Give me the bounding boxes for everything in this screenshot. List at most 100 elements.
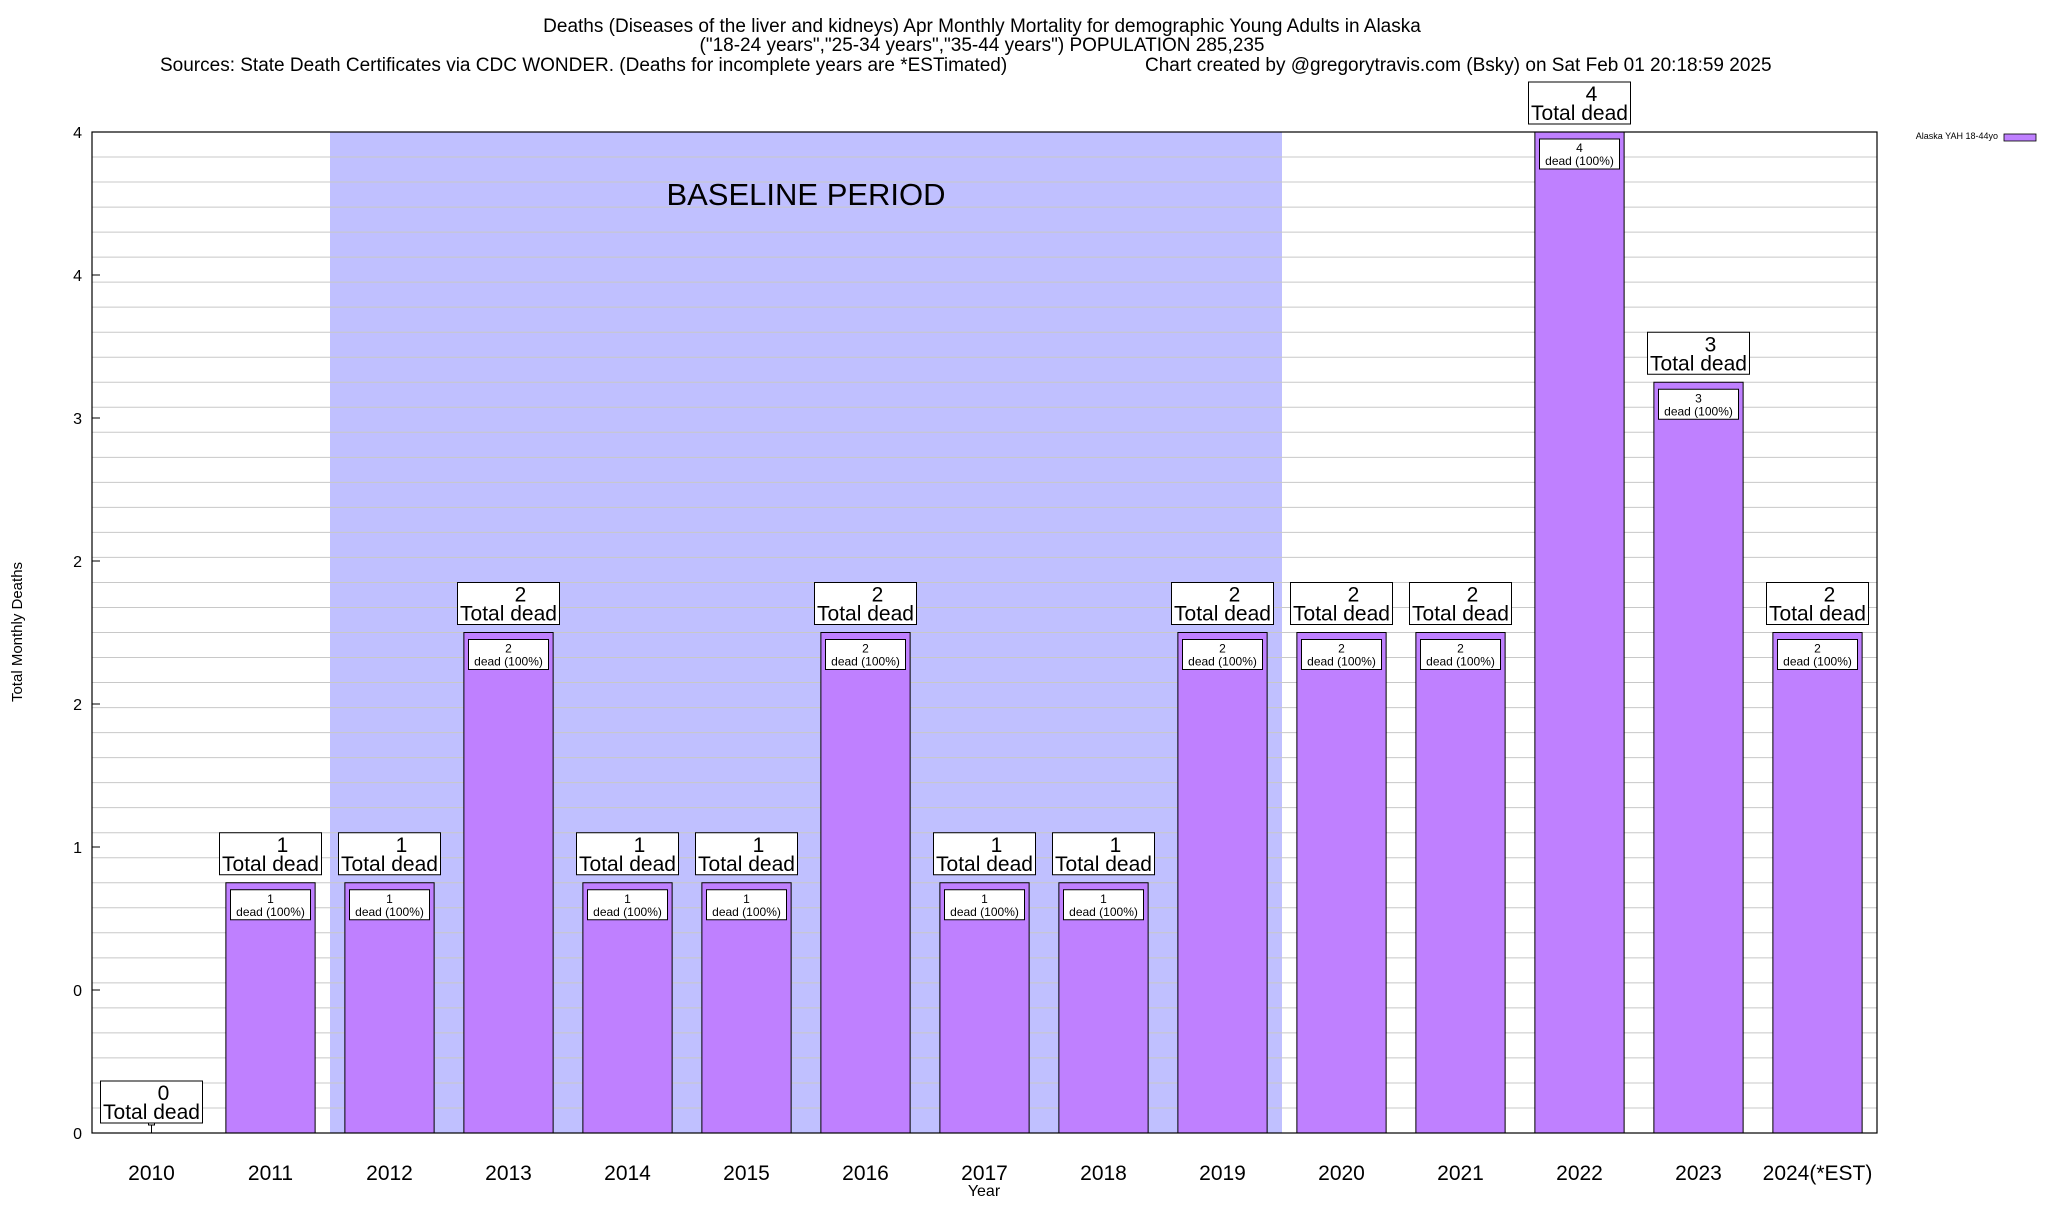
bar: [463, 632, 554, 1134]
inner-label-box: [1182, 639, 1263, 670]
inner-label-value: 2: [1219, 642, 1226, 656]
x-tick-label: 2021: [1437, 1162, 1484, 1185]
y-tick-label: 1: [73, 840, 82, 857]
inner-label-box: [1301, 639, 1382, 670]
total-label-text: Total dead: [1293, 603, 1390, 626]
bar: [1177, 632, 1268, 1134]
total-label-box: [1290, 582, 1393, 625]
x-tick-label: 2018: [1080, 1162, 1127, 1185]
x-tick-label: 2019: [1199, 1162, 1246, 1185]
total-label-box: [933, 832, 1036, 876]
y-tick-label: 0: [73, 1126, 82, 1143]
bar: [1296, 632, 1387, 1134]
bar: [582, 882, 673, 1134]
x-axis-label: Year: [968, 1183, 1001, 1200]
total-label-box: [576, 832, 679, 876]
total-label-text: Total dead: [222, 853, 319, 876]
inner-label-text: dead (100%): [355, 905, 424, 919]
inner-label-text: dead (100%): [236, 905, 305, 919]
chart-title-line-1: Deaths (Diseases of the liver and kidney…: [543, 16, 1421, 37]
chart-credit: Chart created by @gregorytravis.com (Bsk…: [1145, 55, 1772, 76]
bar: [701, 882, 792, 1134]
bar: [1058, 882, 1149, 1134]
y-tick-label: 4: [73, 125, 82, 142]
total-label-text: Total dead: [1055, 853, 1152, 876]
total-label-value: 1: [1110, 834, 1122, 857]
bar: [1534, 131, 1625, 1134]
x-tick-label: 2012: [366, 1162, 413, 1185]
y-tick-label: 2: [73, 697, 82, 714]
total-label-box: [1647, 331, 1750, 375]
total-label-value: 2: [1824, 584, 1836, 607]
total-label-text: Total dead: [698, 853, 795, 876]
total-label-value: 3: [1705, 333, 1717, 356]
inner-label-text: dead (100%): [593, 905, 662, 919]
inner-label-box: [1420, 639, 1501, 670]
x-tick-label: 2015: [723, 1162, 770, 1185]
total-label-value: 2: [1467, 584, 1479, 607]
x-tick-label: 2011: [248, 1162, 293, 1185]
x-tick-label: 2023: [1675, 1162, 1722, 1185]
total-label-box: [338, 832, 441, 876]
total-label-box: [1528, 81, 1631, 125]
inner-label-text: dead (100%): [1188, 655, 1257, 669]
total-label-box: [1409, 582, 1512, 625]
x-tick-label: 2013: [485, 1162, 532, 1185]
inner-label-value: 1: [743, 892, 750, 906]
total-label-value: 4: [1586, 83, 1598, 106]
x-tick-label: 2014: [604, 1162, 651, 1185]
total-label-text: Total dead: [1769, 603, 1866, 626]
chart-sources: Sources: State Death Certificates via CD…: [160, 55, 1007, 76]
inner-label-text: dead (100%): [1664, 404, 1733, 418]
y-tick-label: 4: [73, 268, 82, 285]
inner-label-box: [1658, 388, 1739, 420]
inner-label-text: dead (100%): [1783, 655, 1852, 669]
total-label-box: [695, 832, 798, 876]
bar: [820, 632, 911, 1134]
inner-label-value: 2: [1457, 642, 1464, 656]
inner-label-box: [230, 889, 311, 921]
inner-label-value: 2: [1814, 642, 1821, 656]
total-label-value: 1: [277, 834, 289, 857]
inner-label-text: dead (100%): [950, 905, 1019, 919]
inner-label-value: 1: [267, 892, 274, 906]
inner-label-box: [349, 889, 430, 921]
total-label-box: [1171, 582, 1274, 625]
inner-label-value: 3: [1695, 391, 1702, 405]
inner-label-text: dead (100%): [831, 655, 900, 669]
inner-label-box: [825, 639, 906, 670]
bar: [1772, 632, 1863, 1134]
total-label-text: Total dead: [341, 853, 438, 876]
total-label-text: Total dead: [579, 853, 676, 876]
total-label-box: [814, 582, 917, 625]
total-label-value: 1: [634, 834, 646, 857]
total-label-text: Total dead: [1650, 352, 1747, 375]
inner-label-box: [944, 889, 1025, 921]
inner-label-value: 1: [624, 892, 631, 906]
total-label-box: [219, 832, 322, 876]
plot-frame: [91, 131, 1878, 1134]
x-tick-label: 2017: [961, 1162, 1008, 1185]
total-label-value: 1: [753, 834, 765, 857]
inner-label-value: 4: [1576, 141, 1583, 155]
total-label-value: 1: [991, 834, 1003, 857]
inner-label-value: 1: [981, 892, 988, 906]
inner-label-text: dead (100%): [474, 655, 543, 669]
total-label-text: Total dead: [817, 603, 914, 626]
total-label-value: 2: [1348, 584, 1360, 607]
baseline-period-label: BASELINE PERIOD: [666, 177, 945, 212]
chart-title-line-2: ("18-24 years","25-34 years","35-44 year…: [700, 35, 1265, 56]
total-label-box: [100, 1080, 203, 1124]
inner-label-box: [706, 889, 787, 921]
legend-label: Alaska YAH 18-44yo: [1916, 131, 1998, 141]
total-label-box: [1766, 582, 1869, 625]
inner-label-value: 1: [386, 892, 393, 906]
total-label-value: 2: [515, 584, 527, 607]
total-label-value: 2: [872, 584, 884, 607]
inner-label-text: dead (100%): [1069, 905, 1138, 919]
total-label-box: [457, 582, 560, 625]
total-label-text: Total dead: [1412, 603, 1509, 626]
x-tick-label: 2024(*EST): [1763, 1162, 1873, 1185]
